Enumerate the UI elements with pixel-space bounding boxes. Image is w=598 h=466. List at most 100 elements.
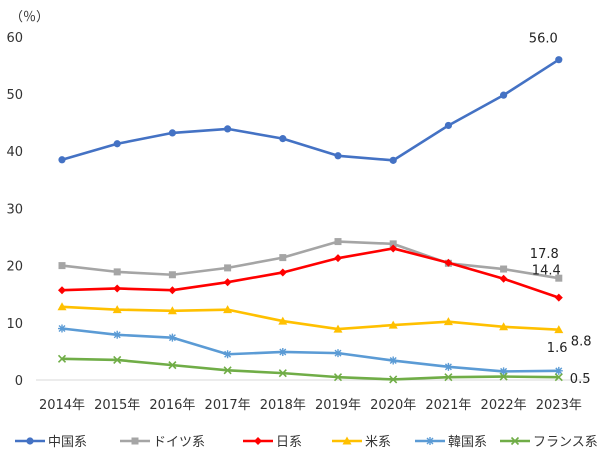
y-tick-label: 20	[6, 260, 23, 275]
y-tick-label: 30	[6, 202, 23, 217]
data-point	[58, 156, 66, 164]
data-point	[444, 373, 453, 382]
data-point	[224, 125, 232, 133]
legend-item: 日系	[243, 435, 302, 450]
data-point	[389, 375, 398, 384]
data-point	[443, 317, 453, 326]
legend-item: 中国系	[15, 435, 87, 450]
series-line	[60, 305, 561, 331]
legend-item: 米系	[332, 435, 391, 450]
data-point	[334, 152, 342, 160]
data-point	[333, 373, 343, 382]
data-point	[444, 121, 452, 130]
series-中国系	[58, 56, 563, 164]
data-point	[444, 362, 453, 371]
data-point	[113, 330, 122, 339]
series-line	[60, 58, 561, 162]
data-point	[334, 238, 342, 246]
data-point	[167, 306, 177, 315]
data-label: 8.8	[571, 335, 592, 350]
data-point	[499, 322, 509, 331]
x-tick-label: 2021年	[425, 398, 471, 413]
data-point	[500, 91, 508, 99]
x-tick-label: 2022年	[481, 398, 527, 413]
data-point	[500, 265, 508, 273]
data-point	[168, 271, 176, 279]
y-tick-label: 10	[6, 317, 23, 332]
data-point	[499, 274, 508, 283]
data-point	[113, 355, 122, 365]
data-label: 14.4	[532, 264, 561, 279]
data-point	[168, 129, 176, 137]
data-point	[554, 293, 563, 302]
data-point	[278, 316, 288, 325]
data-point	[554, 373, 563, 382]
x-tick-label: 2020年	[370, 398, 416, 413]
legend-marker	[254, 437, 262, 445]
series-米系	[57, 302, 564, 334]
data-point	[113, 268, 121, 276]
series-韓国系	[58, 324, 563, 376]
data-point	[279, 254, 287, 262]
x-tick-label: 2018年	[260, 398, 306, 413]
x-tick-label: 2015年	[94, 398, 140, 413]
data-point	[223, 305, 233, 314]
data-point	[113, 284, 122, 293]
y-axis-title: （％）	[10, 10, 49, 25]
data-point	[334, 254, 342, 263]
data-point	[333, 324, 343, 333]
data-point	[112, 305, 122, 314]
y-tick-label: 50	[6, 88, 23, 103]
data-point	[389, 356, 398, 365]
data-point	[224, 264, 232, 272]
data-point	[388, 320, 398, 329]
data-point	[278, 347, 287, 356]
data-point	[499, 367, 508, 376]
data-point	[554, 325, 564, 334]
series-フランス系	[57, 354, 563, 384]
data-label: 17.8	[530, 247, 559, 262]
series-line	[60, 247, 561, 299]
data-point	[444, 258, 453, 267]
data-point	[58, 286, 66, 295]
legend-item: 韓国系	[415, 435, 487, 450]
legend-item: フランス系	[500, 435, 598, 450]
series-line	[60, 357, 561, 381]
data-point	[57, 302, 67, 311]
legend-marker	[342, 436, 352, 445]
data-point	[168, 286, 177, 295]
legend-label: 米系	[365, 435, 391, 450]
x-tick-label: 2017年	[205, 398, 251, 413]
x-tick-label: 2019年	[315, 398, 361, 413]
data-point	[168, 333, 177, 342]
data-point	[278, 268, 287, 277]
y-tick-label: 60	[6, 31, 23, 46]
x-tick-label: 2014年	[39, 398, 85, 413]
legend-marker	[26, 437, 34, 445]
data-point	[58, 324, 66, 333]
data-point	[113, 140, 121, 148]
data-point	[389, 156, 397, 164]
data-label: 0.5	[570, 372, 591, 387]
x-tick-label: 2016年	[149, 398, 195, 413]
data-point	[58, 262, 66, 270]
legend-label: フランス系	[533, 435, 598, 450]
y-tick-label: 0	[15, 374, 23, 389]
data-point	[555, 56, 563, 64]
data-point	[223, 278, 232, 287]
data-point	[57, 354, 67, 363]
x-tick-label: 2023年	[536, 398, 582, 413]
legend-marker	[510, 436, 520, 446]
legend-label: 日系	[276, 435, 302, 450]
legend-item: ドイツ系	[120, 435, 205, 450]
legend-marker	[131, 437, 139, 445]
legend-marker	[426, 437, 434, 445]
data-point	[279, 135, 287, 143]
data-point	[389, 244, 398, 253]
data-point	[499, 372, 508, 381]
data-point	[554, 366, 563, 375]
data-label: 56.0	[529, 32, 558, 47]
data-point	[334, 349, 342, 358]
